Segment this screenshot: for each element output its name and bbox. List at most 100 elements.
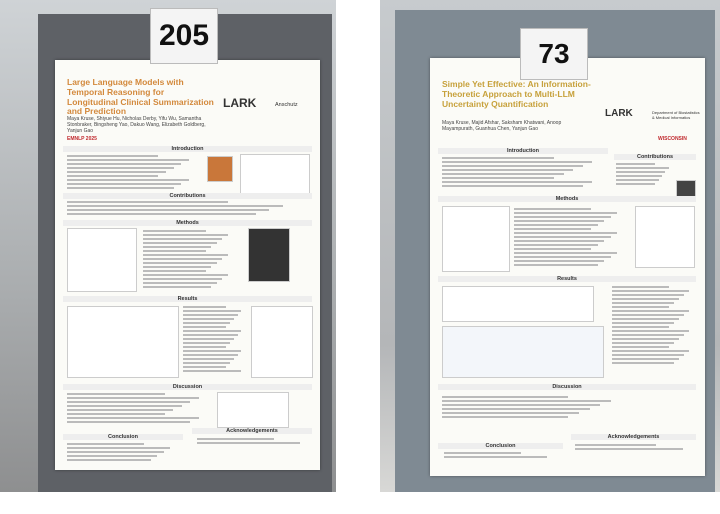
text-line [183, 338, 234, 340]
text-line [183, 358, 234, 360]
logo: EMNLP 2025 [67, 136, 97, 142]
text-line [514, 236, 611, 238]
qr-code [207, 156, 233, 182]
section-header: Conclusion [438, 443, 563, 449]
text-line [612, 306, 670, 308]
poster-title: Simple Yet Effective: An Information-The… [442, 79, 591, 109]
text-line [442, 165, 583, 167]
text-line [67, 163, 182, 165]
text-line [612, 342, 675, 344]
text-line [183, 306, 227, 308]
text-line [612, 354, 685, 356]
figure [240, 154, 310, 196]
text-line [444, 456, 548, 458]
text-line [612, 294, 685, 296]
poster-authors: Maya Kruse, Shiyue Hu, Nicholas Derby, Y… [67, 116, 206, 134]
text-line [575, 444, 656, 446]
text-line [442, 408, 590, 410]
text-line [143, 274, 228, 276]
text-line [442, 416, 568, 418]
text-line [67, 409, 174, 411]
text-line [514, 260, 605, 262]
right-poster: Simple Yet Effective: An Information-The… [430, 58, 705, 476]
text-line [612, 334, 685, 336]
logo: LARK [605, 108, 633, 119]
table [67, 306, 179, 378]
text-block [514, 208, 624, 268]
text-block [67, 443, 177, 461]
text-line [514, 264, 598, 266]
text-line [67, 401, 191, 403]
text-line [442, 396, 568, 398]
text-block [67, 393, 207, 423]
left-photo: Large Language Models with Temporal Reas… [0, 0, 336, 492]
text-line [67, 213, 256, 215]
text-line [143, 278, 223, 280]
section-header: Discussion [63, 384, 312, 390]
text-line [143, 266, 212, 268]
text-line [612, 322, 675, 324]
section-header: Introduction [438, 148, 608, 154]
text-line [67, 167, 174, 169]
text-line [67, 171, 166, 173]
text-line [616, 179, 659, 181]
text-line [514, 224, 598, 226]
text-line [612, 338, 680, 340]
section-header: Results [438, 276, 696, 282]
figure [248, 228, 290, 282]
text-line [183, 314, 238, 316]
text-line [514, 256, 611, 258]
text-line [143, 286, 212, 288]
text-line [67, 209, 270, 211]
right-photo: Simple Yet Effective: An Information-The… [380, 0, 720, 492]
poster-authors: Maya Kruse, Majid Afshar, Saksham Khatwa… [442, 120, 562, 132]
text-line [67, 417, 199, 419]
text-line [616, 183, 656, 185]
text-line [143, 258, 223, 260]
figure [442, 326, 604, 378]
section-header: Contributions [614, 154, 696, 160]
table [251, 306, 313, 378]
text-line [143, 234, 228, 236]
text-line [514, 216, 611, 218]
section-header: Discussion [438, 384, 696, 390]
section-header: Introduction [63, 146, 312, 152]
text-line [143, 250, 206, 252]
text-line [143, 230, 206, 232]
text-line [514, 232, 618, 234]
logo: LARK [223, 96, 257, 110]
text-line [514, 208, 591, 210]
logo: Department of Biostatistics & Medical In… [652, 110, 700, 120]
text-line [143, 246, 212, 248]
text-line [143, 282, 217, 284]
logo: Anschutz [275, 102, 298, 108]
text-line [514, 220, 605, 222]
text-line [67, 443, 144, 445]
text-line [612, 350, 690, 352]
text-line [197, 438, 274, 440]
text-line [67, 175, 158, 177]
text-line [67, 455, 158, 457]
section-header: Methods [63, 220, 312, 226]
text-line [442, 412, 579, 414]
section-header: Conclusion [63, 434, 183, 440]
left-poster: Large Language Models with Temporal Reas… [55, 60, 320, 470]
text-line [514, 228, 591, 230]
table [442, 286, 594, 322]
text-line [143, 238, 223, 240]
text-line [442, 177, 554, 179]
text-line [183, 342, 231, 344]
text-line [67, 459, 151, 461]
text-line [67, 393, 165, 395]
text-line [183, 322, 231, 324]
text-block [197, 438, 307, 446]
text-line [67, 405, 182, 407]
section-header: Methods [438, 196, 696, 202]
text-line [143, 254, 228, 256]
text-line [183, 354, 238, 356]
text-line [575, 448, 684, 450]
text-line [143, 242, 217, 244]
text-line [514, 248, 591, 250]
text-line [183, 346, 227, 348]
text-line [514, 252, 618, 254]
